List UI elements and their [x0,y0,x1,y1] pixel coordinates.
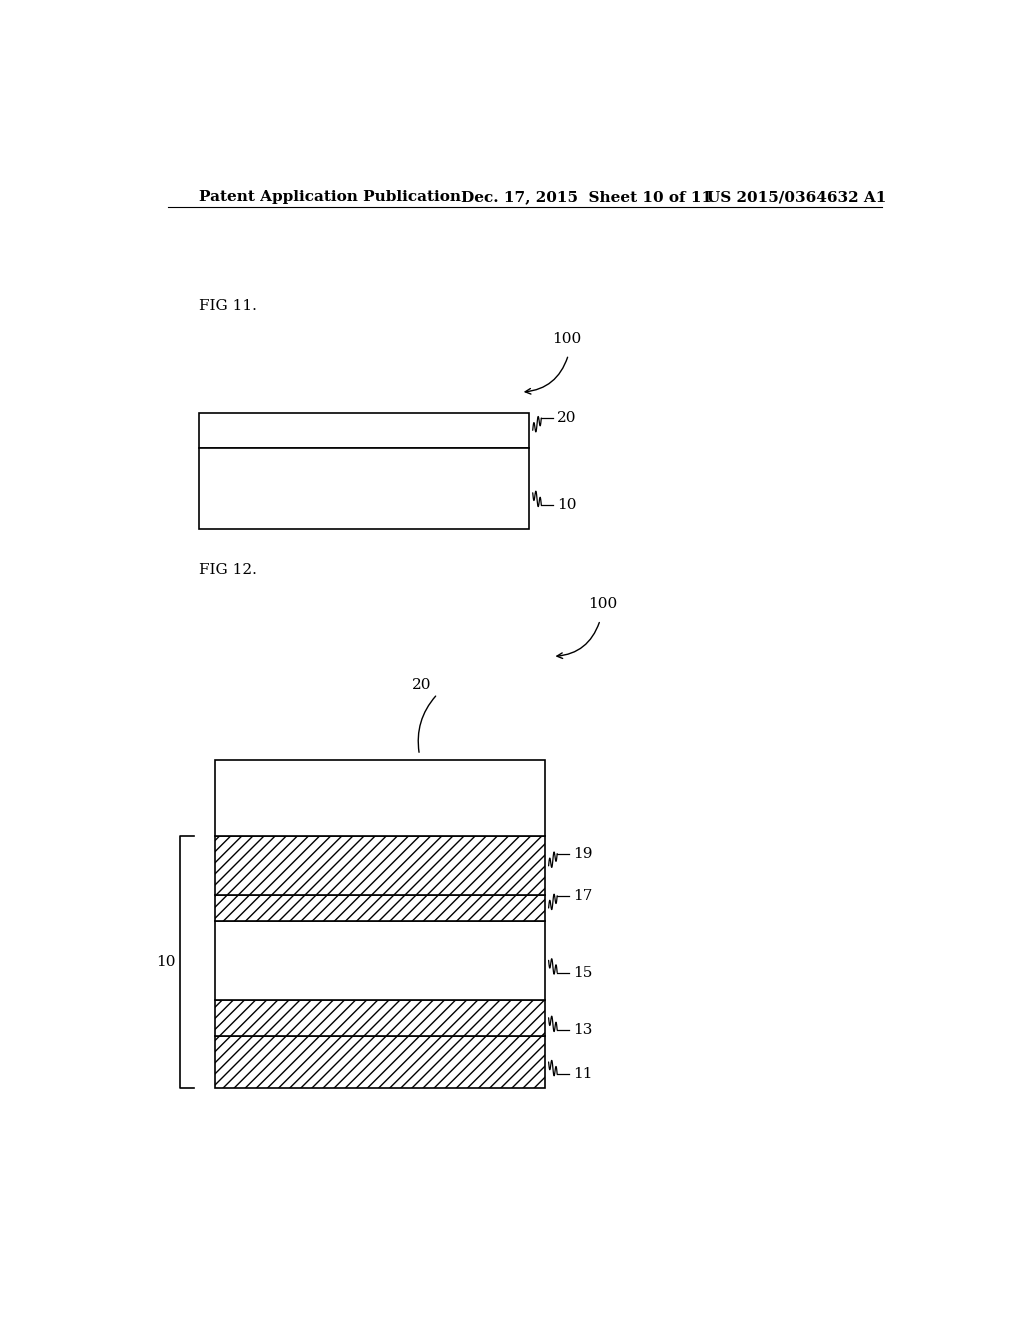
Text: Dec. 17, 2015  Sheet 10 of 11: Dec. 17, 2015 Sheet 10 of 11 [461,190,713,205]
Bar [215,760,545,837]
Text: 11: 11 [573,1067,593,1081]
Text: 17: 17 [573,888,593,903]
Bar [215,837,545,895]
Text: FIG 12.: FIG 12. [200,564,257,577]
Text: 13: 13 [573,1023,593,1038]
Bar [215,1036,545,1089]
Text: 19: 19 [573,846,593,861]
Text: 100: 100 [588,597,617,611]
Bar [215,895,545,921]
Text: 20: 20 [557,411,577,425]
Text: 15: 15 [573,965,593,979]
Text: US 2015/0364632 A1: US 2015/0364632 A1 [708,190,887,205]
Text: 10: 10 [557,498,577,512]
Bar [200,412,528,447]
Bar [215,1001,545,1036]
Text: 20: 20 [412,678,431,692]
Text: 100: 100 [553,333,582,346]
Text: 10: 10 [157,956,176,969]
Text: FIG 11.: FIG 11. [200,298,257,313]
Bar [200,447,528,529]
Bar [215,921,545,1001]
Text: Patent Application Publication: Patent Application Publication [200,190,462,205]
